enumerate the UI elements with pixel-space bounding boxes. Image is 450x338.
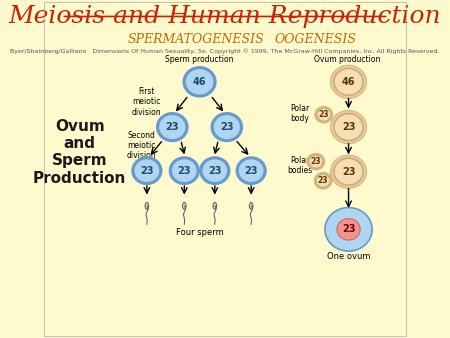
Circle shape <box>158 114 186 140</box>
Circle shape <box>202 159 228 183</box>
Circle shape <box>134 159 160 183</box>
Circle shape <box>334 68 363 95</box>
Text: Byer/Shainberg/Galliano   Dimensions Of Human Sexuality, 5e. Copyright © 1999, T: Byer/Shainberg/Galliano Dimensions Of Hu… <box>10 48 440 54</box>
Text: OOGENESIS: OOGENESIS <box>275 33 357 46</box>
Text: Sperm production: Sperm production <box>165 54 234 64</box>
Circle shape <box>183 66 216 98</box>
Text: 23: 23 <box>140 166 153 176</box>
Text: Four sperm: Four sperm <box>176 228 224 237</box>
Circle shape <box>156 112 189 142</box>
Text: 23: 23 <box>220 122 234 132</box>
Text: 23: 23 <box>178 166 191 176</box>
Circle shape <box>325 208 372 251</box>
Text: Ovum
and
Sperm
Production: Ovum and Sperm Production <box>33 119 126 186</box>
Circle shape <box>211 112 243 142</box>
Circle shape <box>337 219 360 240</box>
Text: Ovum production: Ovum production <box>314 54 380 64</box>
Ellipse shape <box>145 202 148 209</box>
Circle shape <box>171 159 198 183</box>
Text: One ovum: One ovum <box>327 252 370 261</box>
Text: Polar
body: Polar body <box>290 104 309 123</box>
Text: First
meiotic
division: First meiotic division <box>132 87 162 117</box>
Circle shape <box>185 68 214 95</box>
Ellipse shape <box>183 202 186 209</box>
Circle shape <box>330 110 367 144</box>
Circle shape <box>235 156 267 185</box>
Circle shape <box>330 155 367 189</box>
Ellipse shape <box>213 202 216 209</box>
Circle shape <box>307 153 325 170</box>
Text: 46: 46 <box>193 77 206 87</box>
Circle shape <box>316 174 330 188</box>
Text: 23: 23 <box>342 167 356 177</box>
Circle shape <box>314 172 332 189</box>
Circle shape <box>169 156 200 185</box>
Text: 23: 23 <box>208 166 221 176</box>
Text: 46: 46 <box>342 77 356 87</box>
Circle shape <box>238 159 264 183</box>
Text: 23: 23 <box>319 110 329 119</box>
Circle shape <box>309 155 323 168</box>
Circle shape <box>315 106 333 123</box>
Circle shape <box>316 108 331 121</box>
Circle shape <box>330 65 367 99</box>
Text: 23: 23 <box>342 224 356 234</box>
Text: 23: 23 <box>318 176 328 185</box>
Circle shape <box>213 114 241 140</box>
Circle shape <box>131 156 162 185</box>
Text: Second
meiotic
division: Second meiotic division <box>126 130 156 161</box>
Text: SPERMATOGENESIS: SPERMATOGENESIS <box>127 33 264 46</box>
Text: 23: 23 <box>244 166 258 176</box>
Text: 23: 23 <box>166 122 179 132</box>
Circle shape <box>334 114 363 141</box>
Text: Meiosis and Human Reproduction: Meiosis and Human Reproduction <box>9 5 441 28</box>
Ellipse shape <box>249 202 253 209</box>
Text: 23: 23 <box>342 122 356 132</box>
Circle shape <box>199 156 230 185</box>
Text: Polar
bodies: Polar bodies <box>287 156 312 175</box>
Text: 23: 23 <box>310 157 321 166</box>
Circle shape <box>334 158 363 185</box>
